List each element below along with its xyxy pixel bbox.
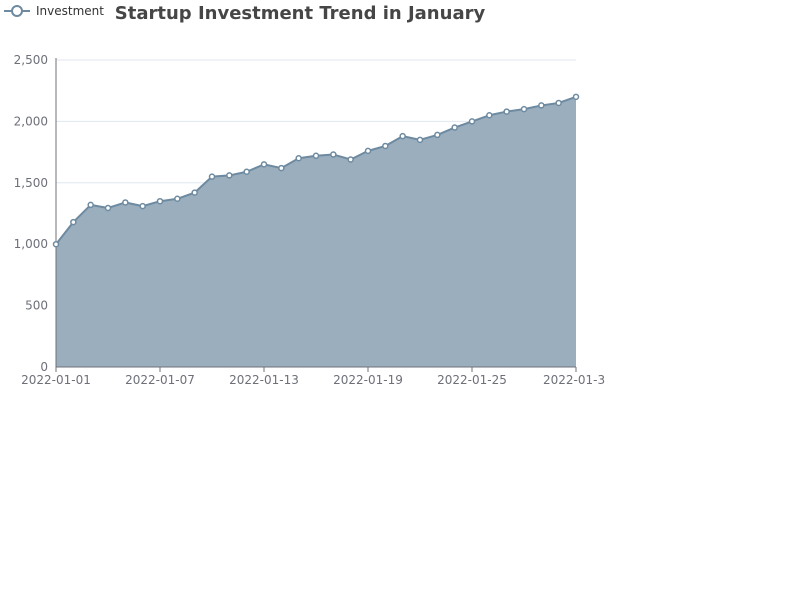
data-point[interactable] [87, 201, 94, 209]
data-point[interactable] [243, 168, 250, 175]
y-tick-label: 2,500 [14, 53, 48, 67]
x-tick-label: 2022-01-3 [543, 373, 605, 387]
x-tick-label: 2022-01-19 [333, 373, 403, 387]
data-point[interactable] [104, 204, 112, 212]
x-tick-label: 2022-01-01 [21, 373, 91, 387]
data-point[interactable] [226, 172, 233, 179]
y-tick-label: 1,000 [14, 237, 48, 251]
area-layer [55, 95, 577, 367]
data-point[interactable] [468, 118, 476, 125]
data-point[interactable] [52, 240, 60, 248]
data-point[interactable] [399, 132, 406, 140]
data-point[interactable] [520, 105, 528, 113]
data-point[interactable] [486, 112, 493, 119]
data-point[interactable] [416, 136, 424, 144]
series-area [56, 96, 576, 367]
axes: 0 500 1,000 1,500 2,000 2,500 2022-01-01 2022-0… [14, 53, 605, 387]
data-point[interactable] [156, 197, 164, 205]
x-tick-label: 2022-01-13 [229, 373, 299, 387]
y-tick-label: 2,000 [14, 114, 48, 128]
y-tick-label: 1,500 [14, 176, 48, 190]
legend-circle-icon [11, 5, 23, 17]
data-point[interactable] [503, 108, 510, 115]
data-point[interactable] [330, 151, 337, 158]
data-point[interactable] [434, 131, 441, 139]
x-tick-label: 2022-01-07 [125, 373, 195, 387]
chart-title: Startup Investment Trend in January [115, 3, 486, 24]
data-point[interactable] [122, 199, 129, 206]
data-points [52, 93, 580, 248]
legend-label: Investment [36, 4, 104, 18]
data-point[interactable] [364, 147, 372, 155]
data-point[interactable] [70, 218, 77, 226]
legend[interactable]: Investment [4, 4, 104, 18]
data-point[interactable] [208, 173, 216, 180]
data-point[interactable] [139, 202, 146, 210]
data-point[interactable] [572, 93, 580, 101]
data-point[interactable] [538, 102, 545, 109]
y-tick-label: 0 [40, 360, 48, 374]
data-point[interactable] [295, 154, 302, 162]
y-tick-label: 500 [25, 299, 48, 313]
data-point[interactable] [347, 156, 354, 163]
data-point[interactable] [174, 195, 181, 203]
data-point[interactable] [191, 189, 198, 196]
data-point[interactable] [382, 142, 389, 150]
x-tick-label: 2022-01-25 [437, 373, 507, 387]
data-point[interactable] [260, 161, 268, 168]
data-point[interactable] [312, 152, 320, 160]
data-point[interactable] [451, 124, 458, 131]
data-point[interactable] [278, 164, 285, 172]
data-point[interactable] [555, 99, 562, 107]
